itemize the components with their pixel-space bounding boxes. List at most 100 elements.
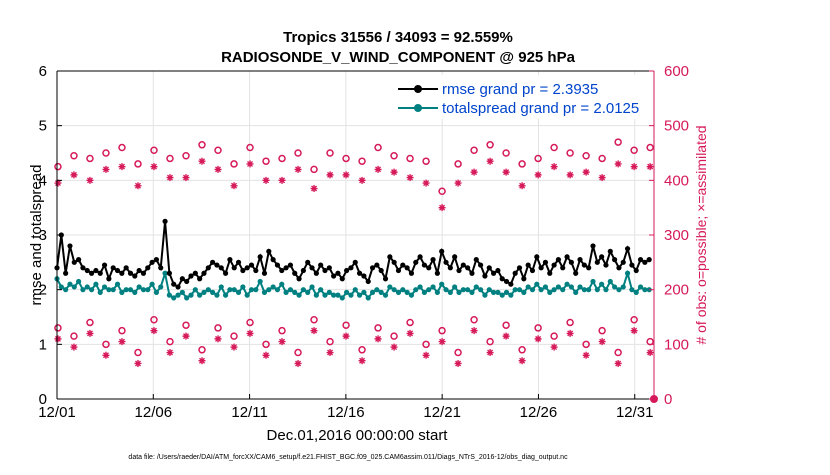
rmse-point [508, 281, 514, 287]
obs-assimilated-marker [278, 338, 286, 346]
totalspread-point [287, 287, 294, 293]
legend-rmse-marker [414, 85, 422, 93]
rmse-point [71, 259, 77, 265]
totalspread-point [529, 287, 536, 293]
totalspread-point [361, 289, 367, 295]
rmse-point [378, 267, 384, 274]
totalspread-point [322, 292, 328, 298]
totalspread-point [266, 287, 272, 293]
totalspread-point [400, 287, 406, 293]
obs-possible-marker [150, 315, 158, 324]
obs-assimilated-marker [310, 327, 318, 335]
obs-possible-marker [454, 160, 462, 168]
totalspread-point [490, 289, 497, 295]
obs-assimilated-marker [550, 343, 558, 351]
totalspread-point [486, 287, 492, 293]
totalspread-point [179, 289, 185, 295]
legend-rmse-label: rmse grand pr = 2.3935 [442, 81, 598, 98]
rmse-point [391, 259, 397, 265]
obs-assimilated-marker [102, 165, 110, 173]
rmse-point [305, 259, 311, 265]
totalspread-point [192, 287, 198, 293]
obs-assimilated-marker [454, 179, 462, 187]
obs-possible-marker [374, 143, 382, 152]
totalspread-point [465, 287, 471, 293]
rmse-point [599, 254, 605, 260]
obs-assimilated-marker [614, 160, 622, 168]
obs-possible-marker [534, 154, 542, 163]
totalspread-point [547, 289, 553, 295]
totalspread-point [482, 292, 488, 298]
obs-assimilated-marker [646, 163, 654, 171]
totalspread-point [374, 287, 380, 293]
totalspread-point [240, 284, 246, 290]
rmse-point [201, 270, 207, 276]
rmse-point [542, 259, 549, 265]
rmse-point [335, 270, 341, 276]
data-file-footnote: data file: /Users/raeder/DAI/ATM_forcXX/… [128, 454, 568, 461]
rmse-point [145, 265, 151, 271]
totalspread-point [331, 292, 337, 298]
totalspread-point [495, 289, 501, 295]
totalspread-point [201, 289, 207, 295]
totalspread-point [305, 289, 311, 295]
obs-possible-marker [214, 324, 222, 332]
rmse-point [486, 265, 492, 271]
rmse-point [110, 265, 116, 271]
obs-possible-marker [182, 321, 190, 329]
obs-assimilated-marker [150, 327, 158, 335]
totalspread-point [76, 278, 82, 285]
obs-possible-marker [230, 160, 238, 168]
obs-assimilated-marker [358, 176, 366, 184]
rmse-point [287, 262, 294, 268]
obs-possible-marker [406, 154, 414, 163]
obs-possible-marker [54, 162, 62, 171]
rmse-point [612, 257, 618, 263]
obs-possible-marker [118, 143, 126, 152]
obs-possible-marker [438, 326, 446, 335]
rmse-point [279, 267, 285, 274]
totalspread-point [184, 295, 190, 301]
totalspread-point [499, 292, 505, 298]
rmse-point [395, 267, 402, 274]
totalspread-point [534, 281, 540, 287]
rmse-point [607, 248, 613, 254]
obs-assimilated-marker [70, 171, 78, 179]
totalspread-point [140, 287, 147, 293]
totalspread-point [620, 284, 626, 290]
totalspread-point [352, 287, 358, 293]
totalspread-point [175, 292, 181, 298]
obs-possible-marker [486, 141, 494, 149]
obs-assimilated-marker [630, 163, 638, 171]
totalspread-point [227, 287, 233, 293]
obs-assimilated-marker [230, 343, 238, 351]
obs-assimilated-marker [486, 349, 494, 357]
x-tick-label: 12/11 [231, 404, 267, 421]
obs-possible-marker [262, 157, 270, 165]
rmse-point [114, 267, 121, 274]
totalspread-point [300, 287, 306, 293]
obs-possible-marker [70, 332, 78, 340]
obs-possible-marker [278, 326, 286, 335]
totalspread-point [629, 287, 635, 293]
obs-possible-marker [454, 348, 462, 357]
totalspread-point [612, 284, 618, 290]
totalspread-point [335, 292, 341, 298]
y-tick-label-right: 500 [664, 118, 689, 135]
rmse-point [175, 284, 181, 290]
obs-assimilated-marker [278, 176, 286, 184]
obs-assimilated-marker [390, 168, 398, 176]
y-tick-label-left: 4 [39, 172, 47, 189]
rmse-point [456, 267, 462, 274]
totalspread-point [456, 289, 462, 295]
y-axis-label-left: rmse and totalspread [28, 165, 45, 306]
totalspread-point [71, 284, 77, 290]
obs-assimilated-marker [502, 332, 510, 340]
y-tick-label-right: 200 [664, 282, 689, 299]
totalspread-point [525, 284, 531, 290]
rmse-point [590, 243, 596, 249]
rmse-point [616, 265, 622, 271]
y-tick-label-left: 3 [39, 227, 47, 244]
totalspread-point [88, 287, 95, 293]
